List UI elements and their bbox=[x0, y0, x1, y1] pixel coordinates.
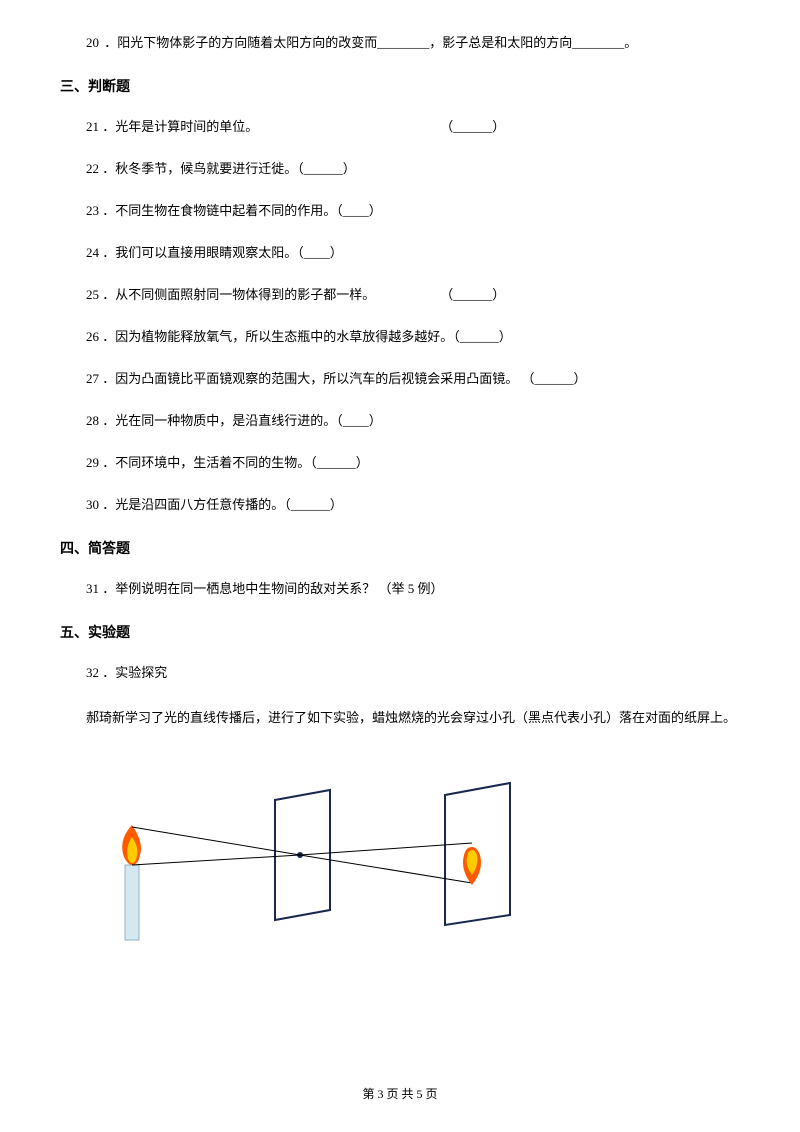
question-30: 30 ．光是沿四面八方任意传播的。（______） bbox=[60, 492, 740, 518]
question-24-text: 24 ．我们可以直接用眼睛观察太阳。（____） bbox=[86, 245, 343, 260]
question-28: 28 ．光在同一种物质中，是沿直线行进的。（____） bbox=[60, 408, 740, 434]
question-20-text: 20 ．阳光下物体影子的方向随着太阳方向的改变而________，影子总是和太阳… bbox=[86, 35, 637, 50]
question-29-text: 29 ．不同环境中，生活着不同的生物。（______） bbox=[86, 455, 369, 470]
question-32-description-text: 郝琦新学习了光的直线传播后，进行了如下实验，蜡烛燃烧的光会穿过小孔（黑点代表小孔… bbox=[86, 710, 736, 725]
question-27: 27 ．因为凸面镜比平面镜观察的范围大，所以汽车的后视镜会采用凸面镜。 （___… bbox=[60, 366, 740, 392]
question-22-text: 22 ．秋冬季节，候鸟就要进行迁徙。（______） bbox=[86, 161, 356, 176]
question-31-text: 31 ．举例说明在同一栖息地中生物间的敌对关系？ （举 5 例） bbox=[86, 581, 444, 596]
question-23: 23 ．不同生物在食物链中起着不同的作用。（____） bbox=[60, 198, 740, 224]
question-32-label-text: 32 ．实验探究 bbox=[86, 665, 167, 680]
question-32-label: 32 ．实验探究 bbox=[60, 660, 740, 686]
question-31: 31 ．举例说明在同一栖息地中生物间的敌对关系？ （举 5 例） bbox=[60, 576, 740, 602]
question-23-text: 23 ．不同生物在食物链中起着不同的作用。（____） bbox=[86, 203, 382, 218]
section-3-heading: 三、判断题 bbox=[60, 76, 740, 96]
question-25-text: 25 ．从不同侧面照射同一物体得到的影子都一样。 （______） bbox=[86, 287, 505, 302]
question-28-text: 28 ．光在同一种物质中，是沿直线行进的。（____） bbox=[86, 413, 382, 428]
question-21-text: 21 ．光年是计算时间的单位。 （______） bbox=[86, 119, 505, 134]
page-footer-text: 第 3 页 共 5 页 bbox=[362, 1087, 437, 1101]
question-20: 20 ．阳光下物体影子的方向随着太阳方向的改变而________，影子总是和太阳… bbox=[60, 30, 740, 56]
pinhole-diagram-svg bbox=[100, 765, 550, 945]
page-footer: 第 3 页 共 5 页 bbox=[0, 1085, 800, 1102]
candle-body bbox=[125, 865, 139, 940]
question-29: 29 ．不同环境中，生活着不同的生物。（______） bbox=[60, 450, 740, 476]
question-27-text: 27 ．因为凸面镜比平面镜观察的范围大，所以汽车的后视镜会采用凸面镜。 （___… bbox=[86, 371, 587, 386]
question-32-description: 郝琦新学习了光的直线传播后，进行了如下实验，蜡烛燃烧的光会穿过小孔（黑点代表小孔… bbox=[60, 702, 740, 735]
question-21: 21 ．光年是计算时间的单位。 （______） bbox=[60, 114, 740, 140]
question-30-text: 30 ．光是沿四面八方任意传播的。（______） bbox=[86, 497, 343, 512]
question-26-text: 26 ．因为植物能释放氧气，所以生态瓶中的水草放得越多越好。（______） bbox=[86, 329, 512, 344]
section-5-heading: 五、实验题 bbox=[60, 622, 740, 642]
question-25: 25 ．从不同侧面照射同一物体得到的影子都一样。 （______） bbox=[60, 282, 740, 308]
pinhole-diagram bbox=[100, 765, 550, 945]
question-22: 22 ．秋冬季节，候鸟就要进行迁徙。（______） bbox=[60, 156, 740, 182]
section-4-heading: 四、简答题 bbox=[60, 538, 740, 558]
question-26: 26 ．因为植物能释放氧气，所以生态瓶中的水草放得越多越好。（______） bbox=[60, 324, 740, 350]
question-24: 24 ．我们可以直接用眼睛观察太阳。（____） bbox=[60, 240, 740, 266]
